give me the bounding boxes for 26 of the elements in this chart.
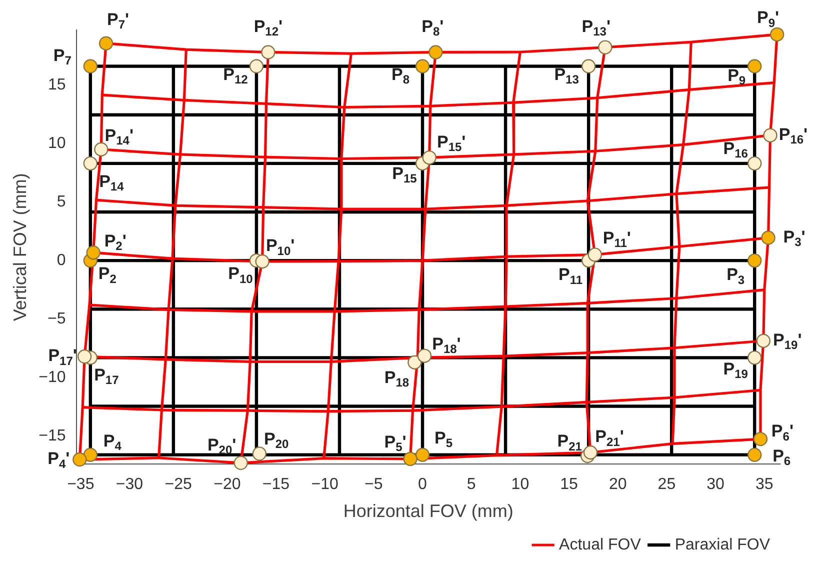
x-tick-label: −5 bbox=[364, 476, 383, 494]
x-tick-label: −15 bbox=[262, 476, 290, 494]
x-tick-label: 5 bbox=[466, 476, 476, 494]
x-axis-title: Horizontal FOV (mm) bbox=[343, 501, 514, 522]
x-tick-label: 20 bbox=[608, 476, 627, 494]
x-tick-label: 25 bbox=[658, 476, 676, 494]
x-tick-label: 30 bbox=[706, 476, 725, 494]
x-tick-label: −25 bbox=[164, 476, 192, 494]
y-tick-label: 10 bbox=[48, 134, 66, 152]
y-tick-label: −15 bbox=[38, 428, 66, 445]
y-tick-label: −10 bbox=[38, 369, 66, 386]
y-tick-label: 0 bbox=[56, 252, 66, 269]
x-tick-label: 35 bbox=[755, 476, 774, 494]
x-tick-label: −30 bbox=[116, 476, 144, 494]
y-tick-label: −5 bbox=[47, 310, 66, 328]
y-tick-label: 15 bbox=[48, 76, 66, 94]
x-tick-label: −35 bbox=[67, 476, 94, 494]
x-tick-label: 10 bbox=[511, 476, 530, 494]
x-tick-label: −20 bbox=[214, 476, 241, 494]
y-axis-title: Vertical FOV (mm) bbox=[10, 173, 30, 322]
y-tick-label: 5 bbox=[56, 193, 66, 210]
x-tick-label: 0 bbox=[418, 476, 428, 494]
legend-label: Actual FOV bbox=[559, 536, 642, 554]
legend-label: Paraxial FOV bbox=[674, 536, 770, 554]
x-tick-label: 15 bbox=[560, 476, 578, 494]
x-tick-label: −10 bbox=[311, 476, 339, 494]
